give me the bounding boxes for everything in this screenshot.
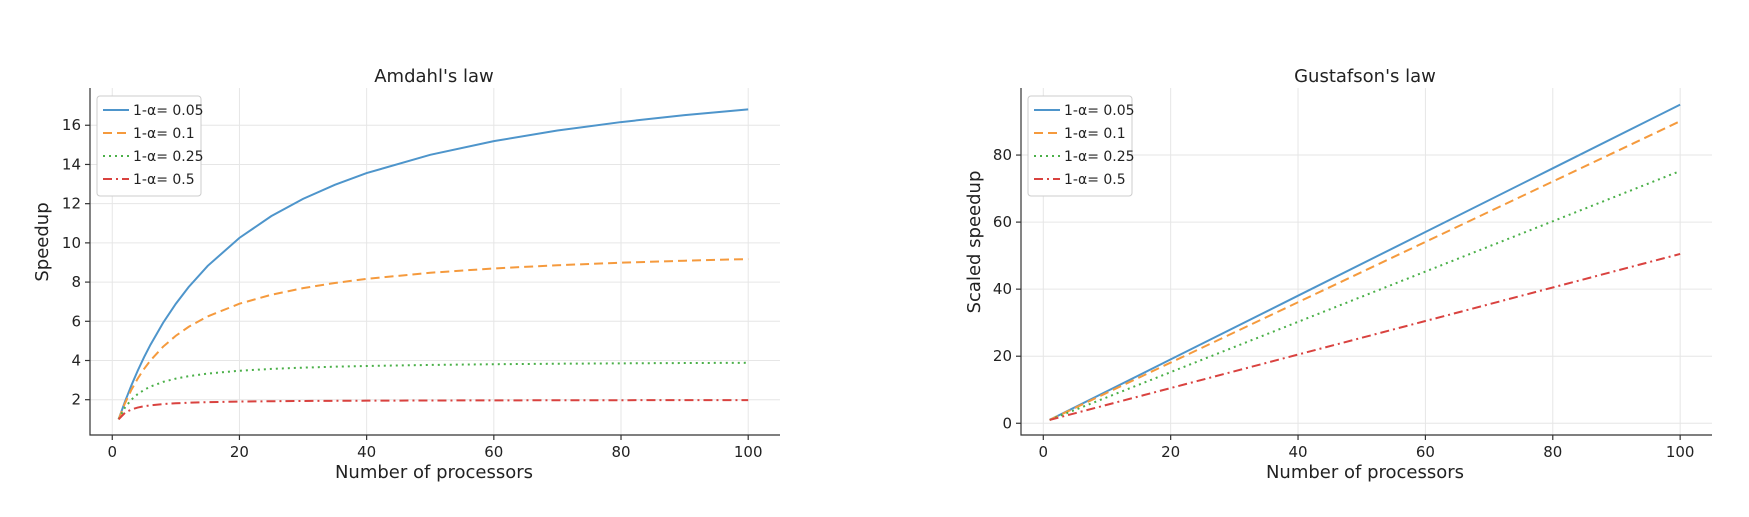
amdahl-x-tick-label: 20 (230, 443, 249, 461)
amdahl-series-line-0 (117, 108, 749, 420)
gustafson-x-tick-label: 80 (1543, 443, 1562, 461)
gustafson-legend-label-3: 1-α= 0.5 (1064, 172, 1126, 188)
amdahl-y-tick-label: 2 (71, 391, 81, 409)
amdahl-y-tick-label: 16 (62, 116, 81, 134)
amdahl-y-tick-label: 10 (62, 234, 81, 252)
amdahl-series-line-3 (117, 399, 749, 421)
gustafson-series-line-2 (1049, 170, 1681, 421)
gustafson-x-axis-label: Number of processors (1266, 462, 1464, 483)
gustafson-y-tick-label: 40 (993, 280, 1012, 298)
amdahl-x-tick-label: 60 (484, 443, 503, 461)
gustafson-legend-label-0: 1-α= 0.05 (1064, 103, 1135, 119)
amdahl-x-tick-label: 40 (357, 443, 376, 461)
gustafson-x-tick-label: 40 (1288, 443, 1307, 461)
amdahl-legend (96, 95, 202, 197)
amdahl-series-line-2 (117, 361, 749, 420)
gustafson-x-tick-label: 100 (1666, 443, 1695, 461)
gustafson-y-tick-label: 60 (993, 213, 1012, 231)
amdahl-x-tick-label: 100 (734, 443, 763, 461)
amdahl-legend-label-0: 1-α= 0.05 (133, 103, 204, 119)
amdahl-x-tick-label: 80 (611, 443, 630, 461)
gustafson-y-tick-label: 80 (993, 146, 1012, 164)
gustafson-legend (1027, 95, 1133, 197)
amdahl-series-line-1 (117, 258, 749, 420)
amdahl-x-tick-label: 0 (107, 443, 117, 461)
amdahl-y-tick-label: 6 (71, 312, 81, 330)
gustafson-x-tick-label: 60 (1416, 443, 1435, 461)
gustafson-axes-spine (1020, 88, 1712, 436)
gustafson-x-tick-label: 0 (1039, 443, 1049, 461)
gustafson-x-tick-label: 20 (1161, 443, 1180, 461)
amdahl-chart: Amdahl's law Number of processors Speedu… (32, 66, 780, 483)
amdahl-legend-label-1: 1-α= 0.1 (133, 126, 195, 142)
gustafson-series-line-3 (1049, 252, 1681, 421)
gustafson-legend-label-1: 1-α= 0.1 (1064, 126, 1126, 142)
gustafson-y-tick-label: 20 (993, 347, 1012, 365)
amdahl-legend-label-3: 1-α= 0.5 (133, 172, 195, 188)
amdahl-title: Amdahl's law (374, 66, 494, 87)
amdahl-y-tick-label: 14 (62, 155, 81, 173)
gustafson-series-line-0 (1049, 103, 1681, 421)
gustafson-chart: Gustafson's law Number of processors Sca… (964, 66, 1712, 483)
amdahl-x-axis-label: Number of processors (335, 462, 533, 483)
gustafson-series-line-1 (1049, 120, 1681, 421)
amdahl-legend-label-2: 1-α= 0.25 (133, 149, 204, 165)
gustafson-y-axis-label: Scaled speedup (964, 171, 985, 314)
amdahl-y-tick-label: 4 (71, 352, 81, 370)
amdahl-y-tick-label: 12 (62, 195, 81, 213)
gustafson-y-tick-label: 0 (1002, 414, 1012, 432)
amdahl-y-axis-label: Speedup (32, 202, 53, 281)
gustafson-title: Gustafson's law (1294, 66, 1436, 87)
gustafson-legend-label-2: 1-α= 0.25 (1064, 149, 1135, 165)
amdahl-y-tick-label: 8 (71, 273, 81, 291)
